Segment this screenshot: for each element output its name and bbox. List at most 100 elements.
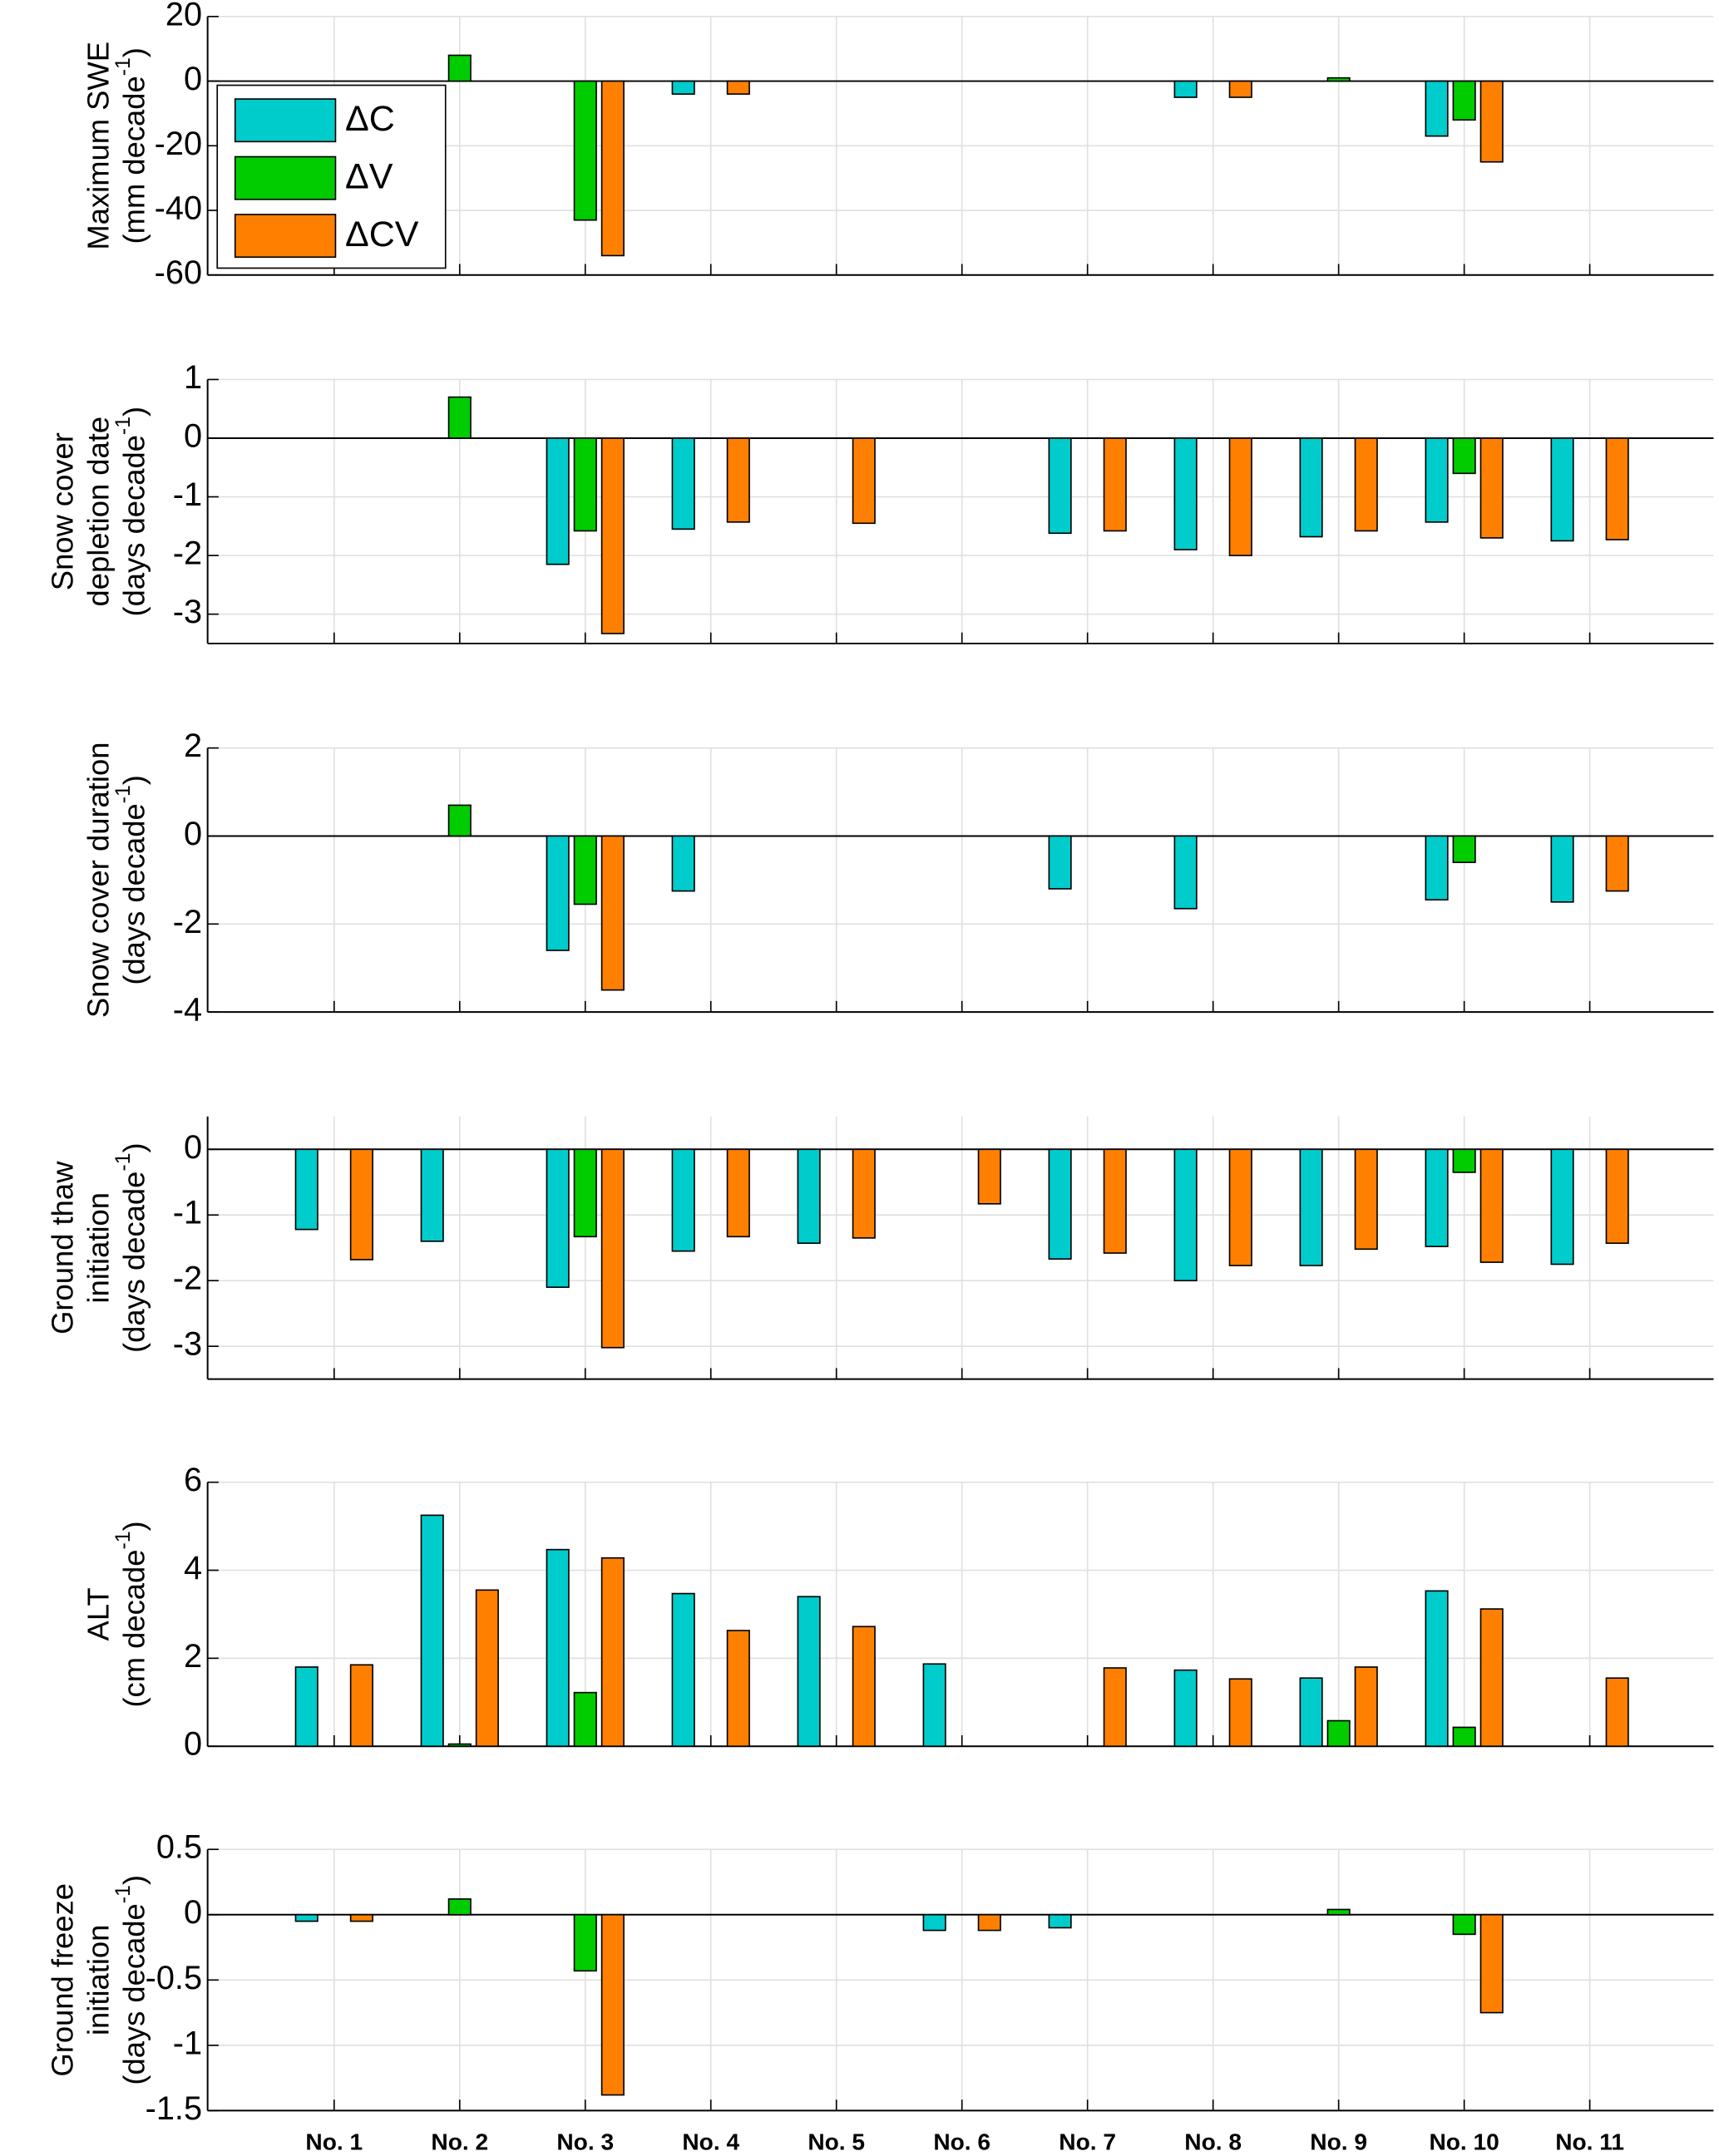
bar: [1048, 437, 1072, 535]
bar: [1452, 1726, 1476, 1748]
y-tick-label: -1: [173, 2025, 202, 2061]
unit-close: ): [116, 47, 151, 57]
bar: [1354, 1666, 1378, 1748]
unit-text: (days decade: [116, 1903, 151, 2084]
bar: [600, 835, 625, 991]
legend-label: ΔCV: [345, 215, 419, 254]
panel: -4 -2 0 2 Snow cover duration (days decade-1): [81, 728, 1714, 1029]
x-tick-label: No. 10: [1429, 2129, 1499, 2155]
bar: [1048, 1148, 1072, 1260]
y-tick-label: 4: [184, 1550, 202, 1586]
x-tick-label: No. 1: [305, 2129, 363, 2155]
bar: [1550, 835, 1574, 903]
y-tick-label: 0: [184, 1129, 202, 1166]
y-label-line: ALT: [81, 1587, 115, 1640]
legend-swatch: [234, 214, 337, 259]
bar: [1048, 835, 1072, 890]
bar: [1425, 80, 1449, 137]
unit-close: ): [116, 1875, 151, 1885]
unit-sup: -1: [111, 57, 134, 76]
y-label: Snow cover duration (days decade-1): [81, 743, 151, 1019]
y-label-unit: (cm decade-1): [111, 1521, 151, 1707]
bar: [1299, 1148, 1323, 1266]
bar: [671, 835, 695, 892]
y-label-unit: (mm decade-1): [111, 47, 151, 244]
y-label-line: initiation: [81, 1192, 115, 1303]
y-tick-label: -1.5: [146, 2090, 202, 2127]
bar: [1550, 1148, 1574, 1265]
y-tick-label: 0: [184, 417, 202, 454]
bar: [1452, 80, 1476, 121]
y-label-unit: (days decade-1): [111, 1875, 151, 2085]
y-tick-label: 0: [184, 1726, 202, 1763]
bar: [1605, 1148, 1629, 1245]
bar: [671, 80, 695, 95]
unit-sup: -1: [111, 1531, 134, 1549]
bar: [447, 396, 472, 439]
panel: -3 -2 -1 0 Ground thaw initiation (days decade…: [45, 1116, 1714, 1380]
bar: [1425, 835, 1449, 901]
bar: [1425, 1590, 1449, 1748]
bar: [600, 1557, 625, 1748]
bar: [573, 835, 597, 905]
bar: [1452, 1148, 1476, 1173]
bar: [977, 1148, 1001, 1205]
y-tick-label: -2: [173, 535, 202, 572]
bar: [1173, 835, 1198, 910]
bar: [922, 1913, 946, 1932]
y-tick-label: 0: [184, 1894, 202, 1931]
y-tick-label: -20: [155, 126, 202, 162]
bar: [1425, 437, 1449, 523]
bar: [726, 80, 750, 95]
bar: [1299, 437, 1323, 538]
bar: [447, 54, 472, 82]
bar: [1452, 1913, 1476, 1936]
bar: [600, 1148, 625, 1349]
y-label-line: Snow cover: [45, 432, 79, 590]
bar: [294, 1913, 319, 1922]
bar: [1103, 1148, 1127, 1254]
y-tick-label: 6: [184, 1462, 202, 1498]
bar: [852, 437, 876, 525]
y-label: Ground freeze initiation (days decade-1): [45, 1875, 151, 2085]
unit-sup: -1: [111, 785, 134, 803]
bar: [447, 1898, 472, 1916]
bar: [294, 1148, 319, 1231]
bar: [1103, 437, 1127, 532]
y-label: Snow cover depletion date (days decade-1): [45, 407, 151, 617]
y-label-unit: (days decade-1): [111, 407, 151, 617]
y-tick-label: 0: [184, 816, 202, 852]
y-label-line: depletion date: [81, 417, 115, 607]
bar: [1228, 1148, 1252, 1266]
bar: [1479, 437, 1504, 539]
bar: [726, 1148, 750, 1238]
bar: [349, 1664, 373, 1748]
y-label-line: Snow cover duration: [81, 743, 115, 1019]
y-tick-label: -2: [173, 1261, 202, 1297]
bar: [447, 804, 472, 837]
y-label-unit: (days decade-1): [111, 775, 151, 985]
legend-swatch: [234, 155, 337, 200]
bar: [726, 1630, 750, 1748]
bar: [600, 1913, 625, 2096]
bar: [1173, 1669, 1198, 1748]
bar: [1605, 835, 1629, 892]
y-tick-label: -3: [173, 1326, 202, 1363]
bar: [1173, 80, 1198, 98]
x-tick-label: No. 7: [1059, 2129, 1116, 2155]
y-label: Maximum SWE (mm decade-1): [81, 42, 151, 250]
bar: [573, 80, 597, 221]
legend-swatch: [234, 98, 337, 143]
bar: [1479, 80, 1504, 163]
bar: [573, 1913, 597, 1972]
bar: [797, 1596, 821, 1748]
bar: [1326, 76, 1351, 82]
bar: [349, 1148, 373, 1261]
y-tick-label: -1: [173, 476, 202, 513]
y-tick-label: 0.5: [156, 1829, 202, 1866]
unit-close: ): [116, 775, 151, 785]
x-tick-label: No. 5: [808, 2129, 865, 2155]
bar: [475, 1589, 499, 1748]
bar: [1326, 1908, 1351, 1916]
y-label: ALT (cm decade-1): [81, 1521, 151, 1707]
